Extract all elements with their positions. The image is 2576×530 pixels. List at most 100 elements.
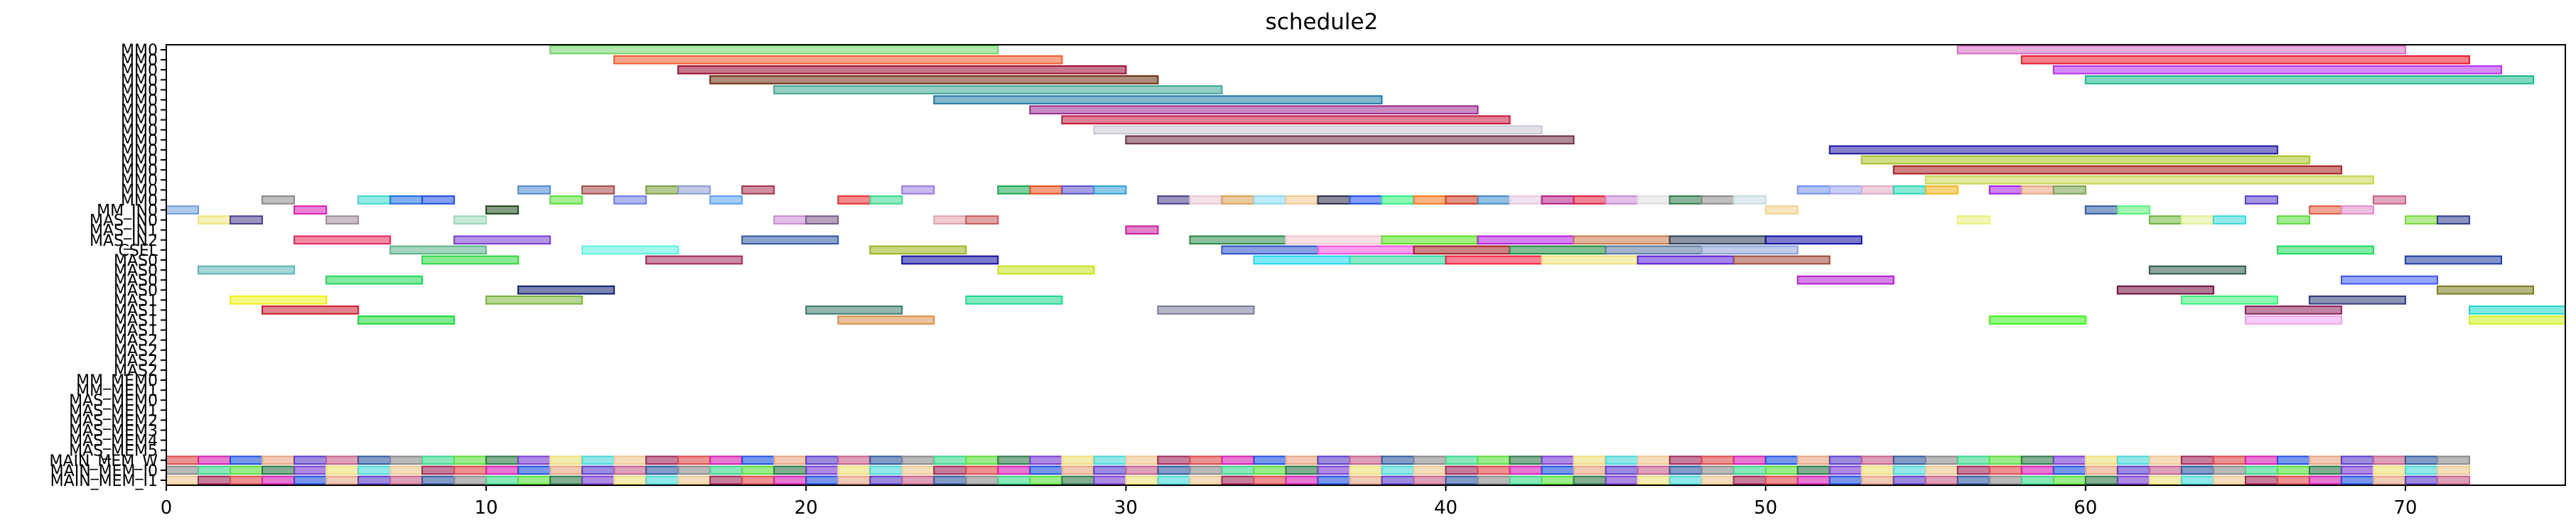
memory-cell <box>1093 475 1127 485</box>
task-bar <box>1125 225 1159 235</box>
task-bar <box>1061 185 1095 195</box>
memory-cell <box>1732 455 1767 465</box>
y-tick-label: MAIN_MEM_I1 <box>50 472 158 490</box>
task-bar <box>1029 185 1063 195</box>
memory-cell <box>1764 465 1799 475</box>
memory-cell <box>1349 455 1383 465</box>
task-bar <box>2404 215 2438 225</box>
task-bar <box>805 215 839 225</box>
memory-cell <box>997 455 1031 465</box>
task-bar <box>2116 205 2150 215</box>
memory-cell <box>677 465 711 475</box>
memory-cell <box>1349 465 1383 475</box>
task-bar <box>2052 65 2502 75</box>
task-bar <box>901 185 935 195</box>
memory-cell <box>901 475 935 485</box>
memory-cell <box>1093 465 1127 475</box>
task-bar <box>389 245 487 255</box>
memory-cell <box>2116 465 2150 475</box>
memory-cell <box>453 465 487 475</box>
task-bar <box>517 285 615 295</box>
memory-cell <box>1253 465 1287 475</box>
memory-cell <box>1796 455 1831 465</box>
task-bar <box>1860 185 1895 195</box>
task-bar <box>1221 195 1255 205</box>
task-bar <box>262 305 360 315</box>
memory-cell <box>166 465 200 475</box>
task-bar <box>1509 195 1543 205</box>
memory-cell <box>1764 455 1799 465</box>
task-bar <box>1413 195 1447 205</box>
memory-cell <box>389 465 424 475</box>
x-tick-label: 30 <box>1114 497 1138 519</box>
task-bar <box>1573 195 1607 205</box>
memory-cell <box>1924 465 1958 475</box>
y-tick-label: MM0 <box>121 182 158 200</box>
task-bar <box>1732 195 1767 205</box>
y-tick-label: MAS1 <box>114 292 158 310</box>
memory-cell <box>1892 455 1926 465</box>
task-bar <box>517 185 551 195</box>
task-bar <box>1253 195 1287 205</box>
memory-cell <box>709 475 743 485</box>
task-bar <box>1157 195 1191 205</box>
memory-cell <box>901 455 935 465</box>
task-bar <box>2308 295 2406 305</box>
memory-cell <box>485 465 519 475</box>
task-bar <box>1477 195 1511 205</box>
memory-cell <box>2372 475 2406 485</box>
memory-cell <box>1221 475 1255 485</box>
y-tick-label: MM0 <box>121 122 158 140</box>
memory-cell <box>1381 455 1415 465</box>
y-tick-label: MAS1 <box>114 323 158 340</box>
memory-cell <box>2372 455 2406 465</box>
memory-cell <box>1477 465 1511 475</box>
memory-cell <box>1988 465 2022 475</box>
memory-cell <box>1093 455 1127 465</box>
memory-cell <box>198 465 232 475</box>
memory-cell <box>933 455 967 465</box>
task-bar <box>677 185 711 195</box>
task-bar <box>453 215 487 225</box>
memory-cell <box>1828 465 1863 475</box>
task-bar <box>1988 315 2086 325</box>
memory-cell <box>389 475 424 485</box>
memory-cell <box>613 465 647 475</box>
memory-cell <box>965 475 999 485</box>
memory-cell <box>230 455 264 465</box>
memory-cell <box>997 475 1031 485</box>
memory-cell <box>869 465 903 475</box>
memory-cell <box>2180 475 2214 485</box>
task-bar <box>581 185 615 195</box>
y-tick-label: MM0 <box>121 152 158 170</box>
y-tick-label: MM0 <box>121 162 158 180</box>
task-bar <box>2084 75 2534 85</box>
memory-cell <box>2116 455 2150 465</box>
memory-cell <box>773 455 807 465</box>
memory-cell <box>262 455 296 465</box>
memory-cell <box>2372 465 2406 475</box>
memory-cell <box>2116 475 2150 485</box>
memory-cell <box>1189 455 1223 465</box>
task-bar <box>2212 215 2246 225</box>
task-bar <box>1317 245 1415 255</box>
memory-cell <box>2436 455 2470 465</box>
memory-cell <box>1988 455 2022 465</box>
memory-cell <box>1477 475 1511 485</box>
task-bar <box>2244 305 2342 315</box>
task-bar <box>1509 245 1607 255</box>
memory-cell <box>1413 475 1447 485</box>
memory-cell <box>1157 475 1191 485</box>
task-bar <box>1445 255 1543 265</box>
task-bar <box>1701 245 1799 255</box>
memory-cell <box>645 475 679 485</box>
task-bar <box>485 205 519 215</box>
task-bar <box>2020 185 2054 195</box>
y-tick-label: MM_MEM0 <box>76 372 158 390</box>
x-tick-label: 70 <box>2393 497 2417 519</box>
task-bar <box>2180 295 2278 305</box>
memory-cell <box>1285 475 1319 485</box>
memory-cell <box>421 455 456 465</box>
memory-cell <box>421 465 456 475</box>
